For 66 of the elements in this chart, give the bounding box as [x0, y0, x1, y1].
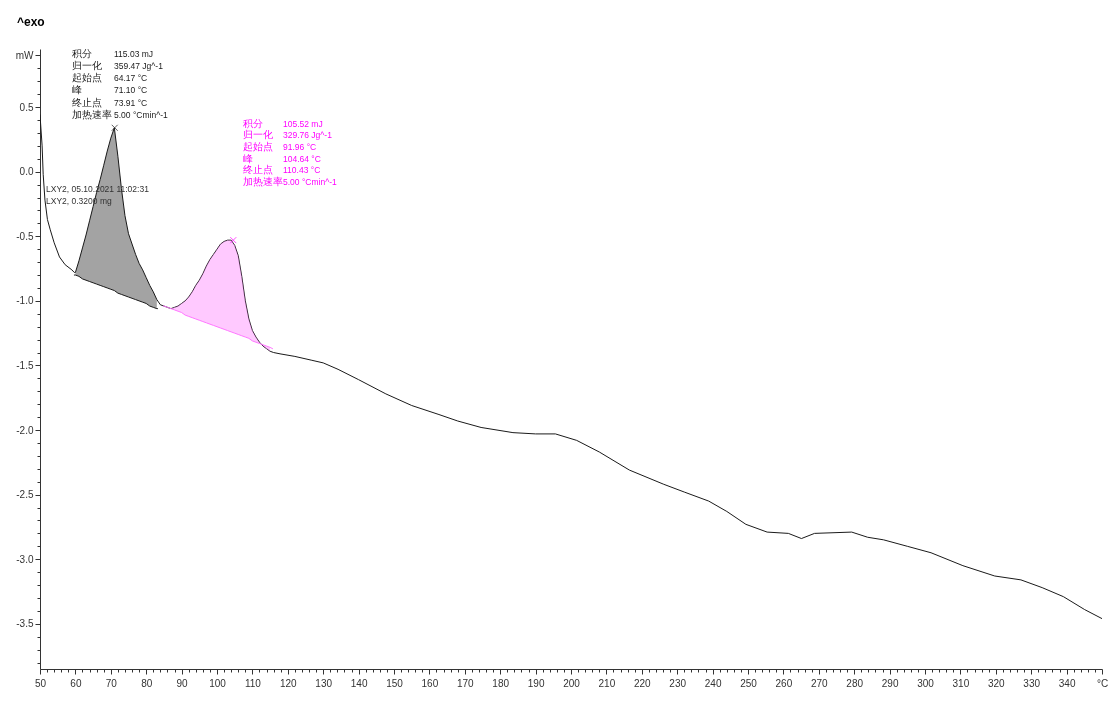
annotation: 峰 [243, 152, 253, 164]
annotation: 加热速率 [243, 176, 283, 187]
annotation: 积分 [243, 117, 263, 129]
x-tick-label: 200 [563, 677, 581, 689]
x-tick-label: 70 [105, 677, 118, 689]
annotation: 104.64 °C [283, 153, 321, 164]
x-tick-label: 80 [141, 677, 153, 689]
annotation: 峰 [72, 84, 82, 96]
x-tick-label: 340 [1058, 677, 1076, 689]
x-tick-label: 250 [740, 677, 758, 689]
x-tick-label: 130 [315, 677, 333, 689]
x-tick-label: 300 [917, 677, 935, 689]
annotation: 115.03 mJ [114, 48, 154, 59]
annotation: 5.00 °Cmin^-1 [283, 177, 337, 187]
x-tick-label: 150 [386, 677, 404, 689]
x-tick-label: 140 [350, 677, 368, 689]
x-tick-label: 260 [775, 677, 793, 689]
y-tick-label: -2.5 [16, 489, 34, 501]
annotation: 73.91 °C [114, 97, 148, 108]
x-tick-label: 330 [1023, 677, 1041, 689]
x-tick-label: 180 [492, 677, 510, 689]
x-tick-label: 190 [527, 677, 545, 689]
y-tick-label: -1.0 [16, 295, 34, 307]
y-tick-label: -0.5 [16, 230, 34, 242]
y-tick-label: -2.0 [16, 424, 34, 436]
x-tick-label: 60 [70, 677, 82, 689]
x-tick-label: 220 [633, 677, 652, 689]
annotation: 终止点 [243, 164, 273, 176]
annotation: 归一化 [243, 129, 273, 141]
annotation: 105.52 mJ [283, 118, 323, 129]
annotation: 加热速率 [72, 109, 112, 120]
chart-title: ^exo [17, 14, 45, 29]
annotation: 91.96 °C [283, 141, 317, 152]
x-tick-label: 280 [846, 677, 864, 689]
annotation: 起始点 [72, 72, 102, 84]
x-tick-label: 120 [279, 677, 298, 689]
annotation: 110.43 °C [283, 165, 321, 176]
x-tick-label: 170 [456, 677, 475, 689]
y-tick-label: -3.5 [16, 618, 34, 630]
x-tick-label: 290 [881, 677, 899, 689]
annotation: 终止点 [72, 96, 102, 108]
x-tick-label: 210 [598, 677, 616, 689]
x-tick-label: 110 [244, 677, 262, 689]
x-tick-label: 240 [704, 677, 722, 689]
y-tick-label: -3.0 [16, 553, 34, 565]
annotation: 64.17 °C [114, 73, 148, 84]
annotation: 5.00 °Cmin^-1 [114, 110, 168, 120]
x-tick-label: 50 [34, 677, 47, 689]
x-tick-label: 320 [987, 677, 1006, 689]
annotation: 71.10 °C [114, 85, 148, 96]
annotation: 329.76 Jg^-1 [283, 130, 333, 141]
x-tick-label: 100 [209, 677, 227, 689]
annotation: 归一化 [72, 59, 102, 71]
y-tick-label: mW [15, 49, 35, 61]
y-tick-label: 0.5 [19, 101, 34, 113]
x-tick-label: 160 [421, 677, 439, 689]
x-tick-label: 310 [952, 677, 970, 689]
annotation: 359.47 Jg^-1 [114, 60, 164, 71]
annotation: 积分 [72, 47, 92, 59]
x-tick-label: 270 [810, 677, 829, 689]
x-tick-label: 90 [176, 677, 189, 689]
annotation: 起始点 [243, 140, 273, 152]
y-tick-label: -1.5 [16, 359, 34, 371]
y-tick-label: 0.0 [19, 166, 34, 178]
x-tick-label: 230 [669, 677, 687, 689]
x-tick-label: °C [1096, 677, 1109, 689]
